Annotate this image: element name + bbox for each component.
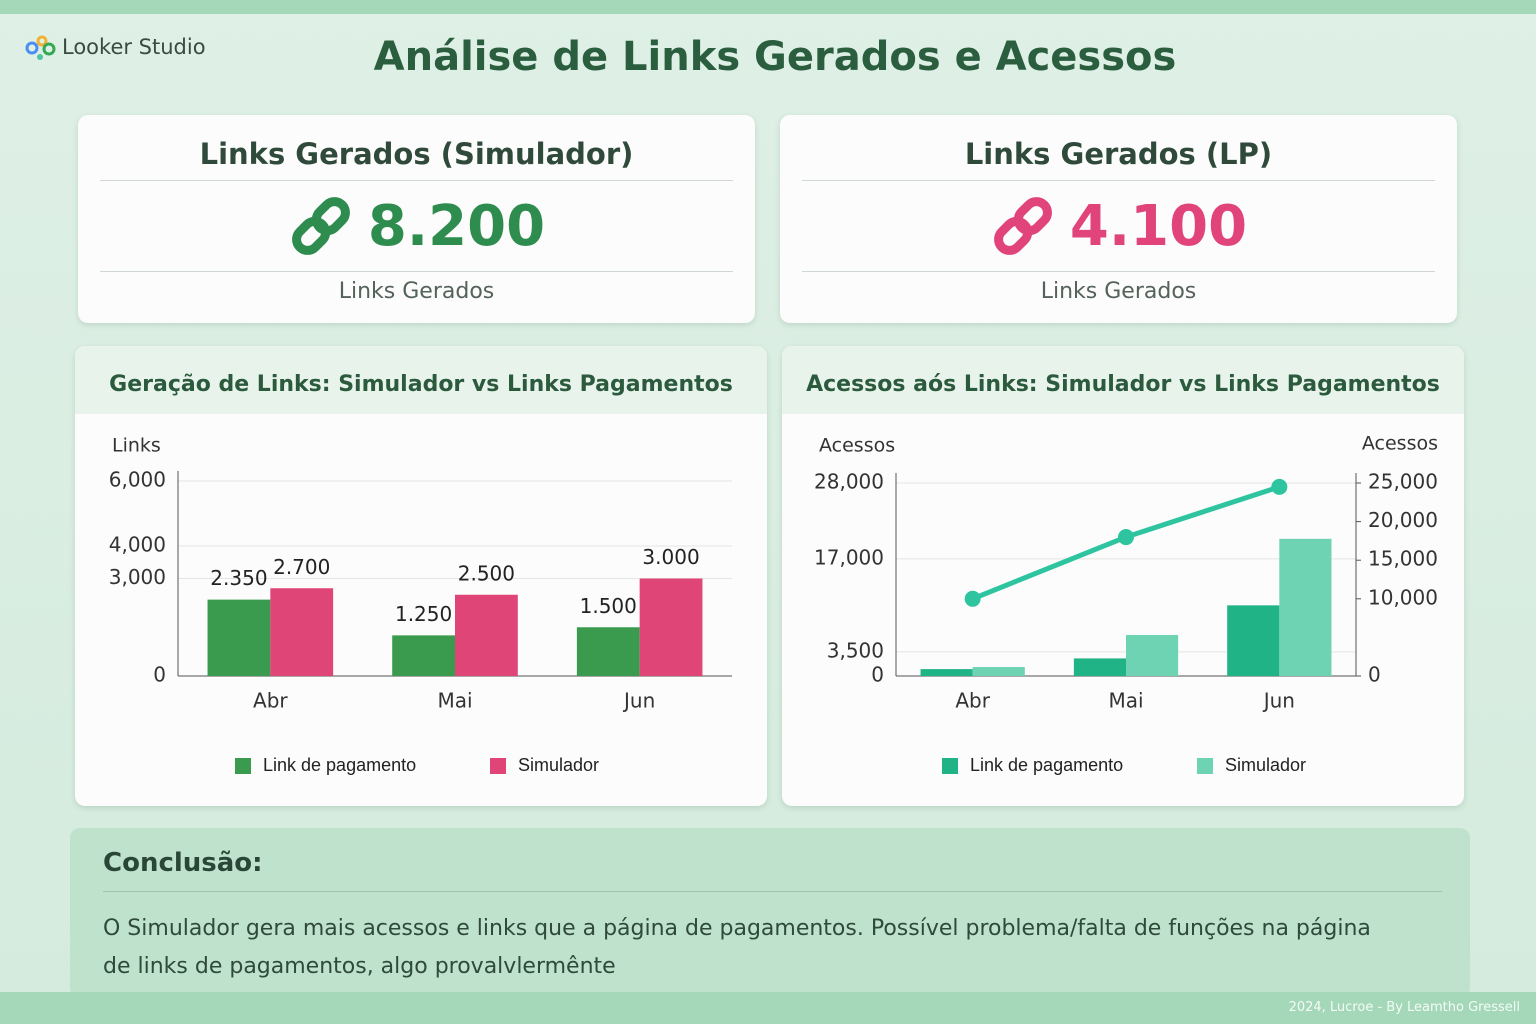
chart: 0 3,000 4,000 6,000 Links Abr Mai Jun 2.350 1.250… [109,435,732,775]
logo-icon [25,35,56,60]
kpi-title: Links Gerados (LP) [964,137,1273,171]
logo[interactable]: Looker Studio [24,32,206,62]
link-icon [291,197,350,255]
bar [576,627,640,676]
kpi-title: Links Gerados (Simulador) [199,137,634,171]
x-tick-label: Abr [955,689,990,713]
tick-label: 6,000 [109,468,166,492]
kpi-value-row: 4.100 [780,193,1457,259]
x-tick-label: Jun [1262,689,1295,713]
logo-text: Looker Studio [62,35,206,59]
data-label: 2.350 [210,566,267,590]
chart: 03,50017,00028,000010,00015,00020,00025,… [814,433,1438,775]
separator [100,271,733,272]
chart-title: Geração de Links: Simulador vs Links Pag… [109,372,733,397]
conclusion-text: O Simulador gera mais acessos e links qu… [103,916,1371,979]
bar [455,594,518,676]
data-label: 1.500 [580,594,637,618]
bar [920,669,973,676]
legend-label: Simulador [518,755,599,775]
link-icon [993,197,1052,255]
tick-label: 0 [1368,663,1381,687]
axis-title: Acessos [819,435,895,457]
kpi-value: 8.200 [367,193,546,259]
legend-label: Link de pagamento [970,755,1123,775]
legend-swatch [490,758,506,774]
separator [802,180,1435,181]
tick-label: 4,000 [109,533,166,557]
bar [1279,538,1332,676]
kpi-value: 4.100 [1069,193,1248,259]
line-marker [1271,478,1288,495]
footer: 2024, Lucroe - By Leamtho Gressell [1288,1000,1520,1015]
chart-card: Geração de Links: Simulador vs Links Pag… [75,346,767,806]
chart-header [75,346,767,414]
bar [1227,605,1280,676]
bar [1126,634,1179,676]
separator [100,180,733,181]
conclusion-heading: Conclusão: [103,848,263,878]
axis-title: Acessos [1362,433,1438,455]
legend-swatch [942,758,958,774]
conclusion: Conclusão: O Simulador gera mais acessos… [70,828,1470,998]
bar [639,578,703,676]
top-bar [0,0,1536,14]
legend-swatch [235,758,251,774]
tick-label: 3,000 [109,565,166,589]
kpi-card: Links Gerados (LP) 4.100 Links Gerados [780,115,1457,323]
tick-label: 0 [871,663,884,687]
chart-card: Acessos aós Links: Simulador vs Links Pa… [782,346,1464,806]
x-tick-label: Abr [253,689,288,713]
axis-title: Links [112,435,161,457]
x-tick-label: Mai [437,689,472,713]
legend-label: Simulador [1225,755,1306,775]
bar [392,635,455,676]
legend-label: Link de pagamento [263,755,416,775]
tick-label: 20,000 [1368,508,1438,532]
tick-label: 10,000 [1368,585,1438,609]
kpi-caption: Links Gerados [338,279,495,304]
bar [270,588,334,676]
chart-title: Acessos aós Links: Simulador vs Links Pa… [806,372,1440,397]
bottom-bar [0,992,1536,1024]
line-marker [964,590,981,607]
data-label: 2.500 [458,561,515,585]
tick-label: 15,000 [1368,547,1438,571]
chart-header [782,346,1464,414]
bar [207,599,271,676]
kpi-value-row: 8.200 [78,193,755,259]
kpi-card: Links Gerados (Simulador) 8.200 Links Ge… [78,115,755,323]
tick-label: 25,000 [1368,470,1438,494]
kpi-caption: Links Gerados [1040,279,1197,304]
tick-label: 17,000 [814,545,884,569]
x-tick-label: Mai [1108,689,1143,713]
tick-label: 3,500 [827,638,884,662]
legend-swatch [1197,758,1213,774]
bar [972,667,1025,676]
data-label: 3.000 [642,545,699,569]
tick-label: 28,000 [814,470,884,494]
separator [103,891,1442,892]
data-label: 1.250 [395,602,452,626]
x-tick-label: Jun [622,689,655,713]
bar [1073,658,1126,676]
data-label: 2.700 [273,555,330,579]
page-title: Análise de Links Gerados e Acessos [373,34,1177,80]
line-marker [1118,529,1134,546]
tick-label: 0 [153,663,166,687]
separator [802,271,1435,272]
